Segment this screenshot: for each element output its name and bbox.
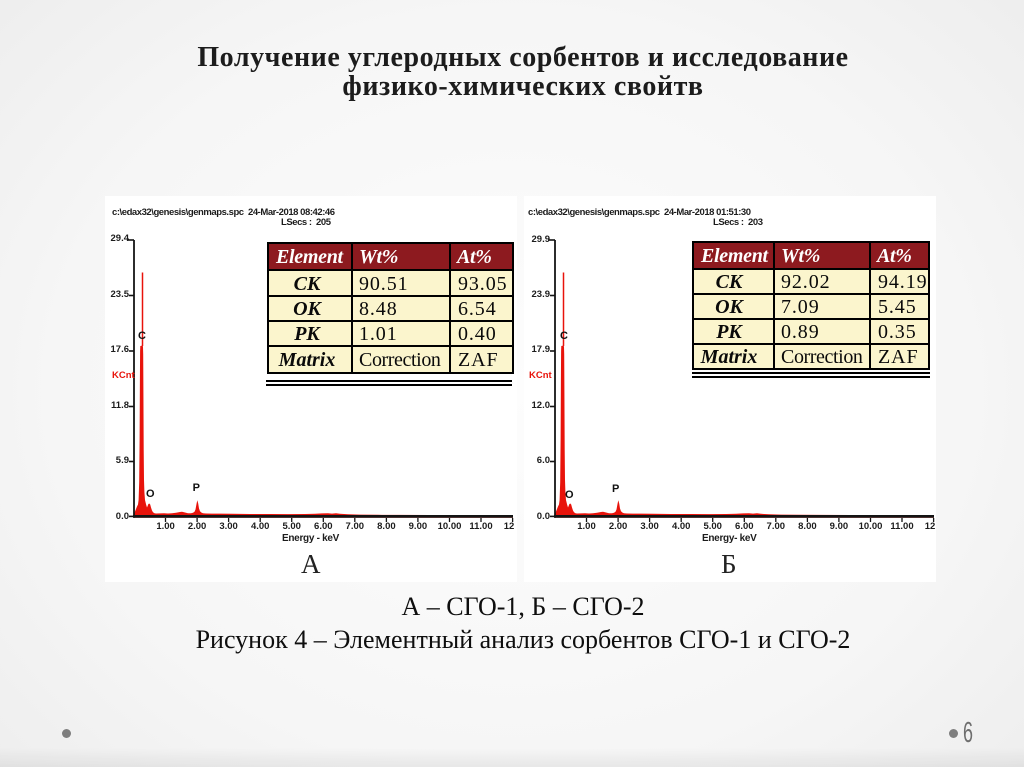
svg-text:6: 6 bbox=[963, 717, 973, 748]
